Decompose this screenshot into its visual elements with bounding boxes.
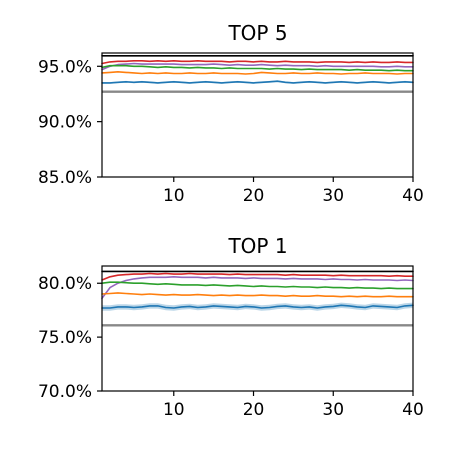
top1-panel: TOP 1 10 20 30 40 70.0% 75.0% 80.0%	[38, 234, 424, 420]
top5-ytick-label: 85.0%	[38, 168, 92, 188]
top5-panel: TOP 5 10 20 30 40 85.0% 90.0% 95.0%	[38, 21, 424, 206]
top5-series-2-line	[101, 62, 414, 71]
top1-axes-frame	[101, 265, 414, 392]
top1-xtick-label: 40	[402, 400, 424, 420]
top1-xtick-label: 20	[243, 400, 265, 420]
top1-series-2-line	[101, 275, 414, 300]
top5-series-3-line	[101, 64, 414, 72]
top1-ytick-label: 70.0%	[38, 382, 92, 402]
top1-xtick-label: 30	[322, 400, 344, 420]
top5-series-1-line	[101, 59, 414, 65]
top1-series-3-line	[101, 281, 414, 290]
top1-series-4-line	[101, 292, 414, 298]
top5-xtick-label: 40	[402, 186, 424, 206]
top1-series-1-line	[101, 272, 414, 281]
top5-series-4-line	[101, 71, 414, 75]
top1-title: TOP 1	[227, 234, 287, 258]
top5-xtick-label: 10	[163, 186, 185, 206]
top5-axes-frame	[101, 52, 414, 178]
top1-series-5-line	[101, 304, 414, 309]
top1-ytick-label: 75.0%	[38, 328, 92, 348]
top5-xtick-label: 20	[243, 186, 265, 206]
top5-series-5-line	[101, 80, 414, 84]
top1-ytick-label: 80.0%	[38, 274, 92, 294]
top5-ytick-label: 95.0%	[38, 57, 92, 77]
top5-ytick-label: 90.0%	[38, 113, 92, 133]
top1-xtick-label: 10	[163, 400, 185, 420]
top5-xtick-label: 30	[322, 186, 344, 206]
top5-title: TOP 5	[227, 21, 287, 45]
